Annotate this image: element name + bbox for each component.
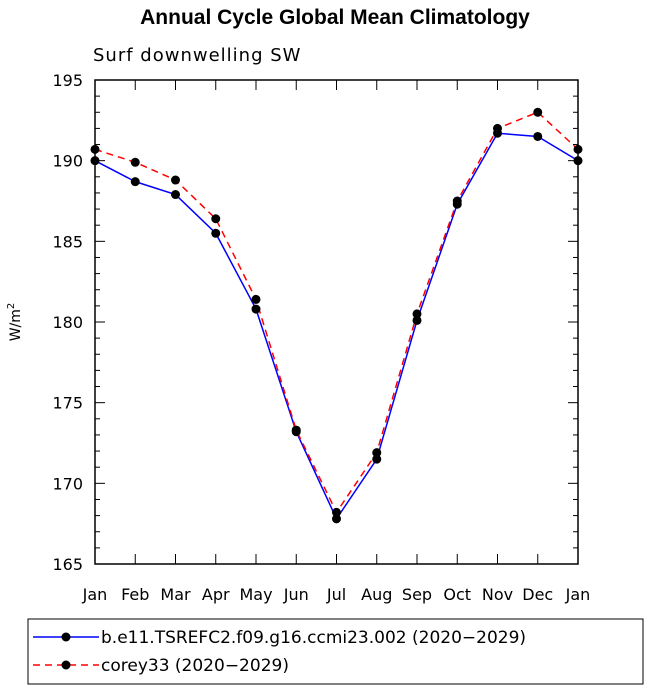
series-1-point: [332, 514, 341, 524]
y-tick-label: 185: [52, 232, 83, 251]
x-tick-label: Jul: [326, 585, 346, 604]
x-tick-label: Sep: [402, 585, 432, 604]
legend-label-1: b.e11.TSREFC2.f09.g16.ccmi23.002 (2020−2…: [101, 628, 526, 648]
x-tick-label: Dec: [522, 585, 553, 604]
series-1-point: [573, 156, 583, 166]
y-axis-label-base: W/m: [8, 309, 24, 341]
x-tick-label: Aug: [361, 585, 392, 604]
series-2-point: [533, 107, 543, 117]
series-2-point: [372, 448, 382, 458]
x-tick-label: Apr: [202, 585, 230, 604]
series-1-point: [171, 190, 180, 200]
x-tick-label: Oct: [443, 585, 471, 604]
x-tick-label: Nov: [482, 585, 513, 604]
axes: 165 170 175 180 185 190 195 Jan Feb Mar Apr May Jun J…: [52, 71, 590, 604]
y-axis-label: W/m2: [6, 303, 24, 342]
series-2-point: [251, 294, 261, 304]
y-tick-label: 190: [52, 152, 83, 171]
series-1-point: [533, 131, 543, 141]
legend-label-2: corey33 (2020−2029): [101, 656, 289, 676]
y-tick-label: 175: [52, 394, 83, 413]
series-2-point: [332, 507, 341, 517]
series-2-point: [412, 309, 422, 319]
y-tick-label: 170: [52, 474, 83, 493]
series-2-point: [452, 196, 462, 206]
series-2-point: [493, 123, 502, 133]
y-axis-label-sup: 2: [6, 303, 17, 309]
series-line-2: [94, 111, 579, 514]
plot-frame: [94, 79, 579, 565]
series-2-point: [573, 144, 583, 154]
legend-box: [27, 618, 644, 685]
series-1-point: [412, 315, 422, 325]
series-1-point: [372, 454, 382, 464]
series-1-point: [90, 156, 100, 166]
x-tick-label: May: [239, 585, 272, 604]
series-1-point: [211, 228, 221, 238]
series-2-point: [90, 144, 100, 154]
legend-marker-2: [61, 660, 71, 670]
series-1-point: [130, 177, 140, 187]
x-tick-label: Jun: [283, 585, 309, 604]
series-1-point: [251, 304, 261, 314]
legend-marker-1: [61, 632, 71, 642]
x-tick-label: Mar: [160, 585, 191, 604]
y-tick-label: 165: [52, 555, 83, 574]
x-tick-label: Jan: [82, 585, 108, 604]
chart-title: Annual Cycle Global Mean Climatology: [140, 6, 530, 29]
x-tick-label: Feb: [121, 585, 149, 604]
series-2-point: [211, 214, 221, 224]
series-2-point: [171, 175, 180, 185]
x-tick-label: Jan: [565, 585, 591, 604]
series-2-point: [291, 425, 301, 435]
y-tick-label: 180: [52, 313, 83, 332]
series-2-point: [130, 157, 140, 167]
y-tick-label: 195: [52, 71, 83, 90]
series-line-1: [94, 132, 579, 521]
series: [90, 107, 583, 524]
legend: b.e11.TSREFC2.f09.g16.ccmi23.002 (2020−2…: [27, 618, 644, 685]
chart-subtitle: Surf downwelling SW: [93, 45, 301, 66]
